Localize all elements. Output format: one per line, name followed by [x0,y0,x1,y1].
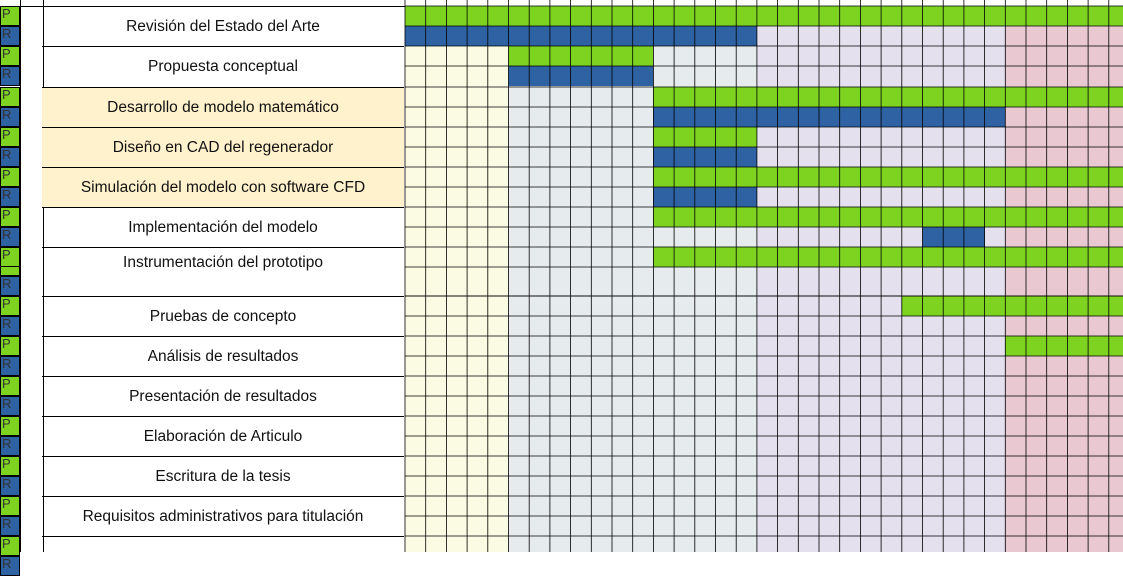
plan-code: P [0,6,20,26]
real-code: R [0,187,20,207]
plan-code: P [0,496,20,516]
task-label [42,536,404,552]
real-code: R [0,26,20,46]
plan-code: P [0,247,20,267]
plan-bar [653,247,1123,267]
task-label: Desarrollo de modelo matemático [42,87,404,127]
period-band-1 [405,6,509,552]
plan-bar [405,6,1123,26]
real-code: R [0,147,20,167]
real-code: R [0,476,20,496]
plan-code: P [0,456,20,476]
plan-bar [653,167,1123,187]
real-code: R [0,66,20,86]
task-label: Instrumentación del prototipo [42,247,404,296]
real-code: R [0,316,20,336]
real-bar [653,147,757,167]
plan-bar [901,296,1123,316]
plan-code-filler [0,267,20,276]
task-label: Revisión del Estado del Arte [42,6,404,46]
code-column [20,0,44,552]
plan-bar [508,46,654,66]
plan-code: P [0,376,20,396]
plan-code: P [0,167,20,187]
plan-code: P [0,536,20,556]
task-label: Diseño en CAD del regenerador [42,127,404,167]
plan-code: P [0,46,20,66]
plan-bar [1005,336,1123,356]
task-label: Propuesta conceptual [42,46,404,87]
real-code: R [0,396,20,416]
real-bar [653,107,1006,127]
real-code: R [0,556,20,576]
plan-code: P [0,296,20,316]
plan-code: P [0,87,20,107]
task-label: Pruebas de concepto [42,296,404,336]
real-code: R [0,107,20,127]
real-bar [508,66,654,86]
task-label: Análisis de resultados [42,336,404,376]
plan-bar [653,127,757,147]
task-label: Requisitos administrativos para titulaci… [42,496,404,536]
real-bar [405,26,757,46]
real-bar [653,187,757,207]
real-code: R [0,227,20,247]
task-label: Presentación de resultados [42,376,404,416]
gantt-grid [404,0,1123,552]
task-label: Simulación del modelo con software CFD [42,167,404,207]
real-bar [922,227,985,247]
plan-code: P [0,336,20,356]
real-code: R [0,356,20,376]
real-code: R [0,276,20,296]
plan-code: P [0,127,20,147]
task-label: Implementación del modelo [42,207,404,247]
real-code: R [0,516,20,536]
plan-code: P [0,207,20,227]
plan-code: P [0,416,20,436]
task-label: Escritura de la tesis [42,456,404,496]
task-label: Elaboración de Articulo [42,416,404,456]
real-code: R [0,436,20,456]
plan-bar [653,87,1123,107]
plan-bar [653,207,1123,227]
